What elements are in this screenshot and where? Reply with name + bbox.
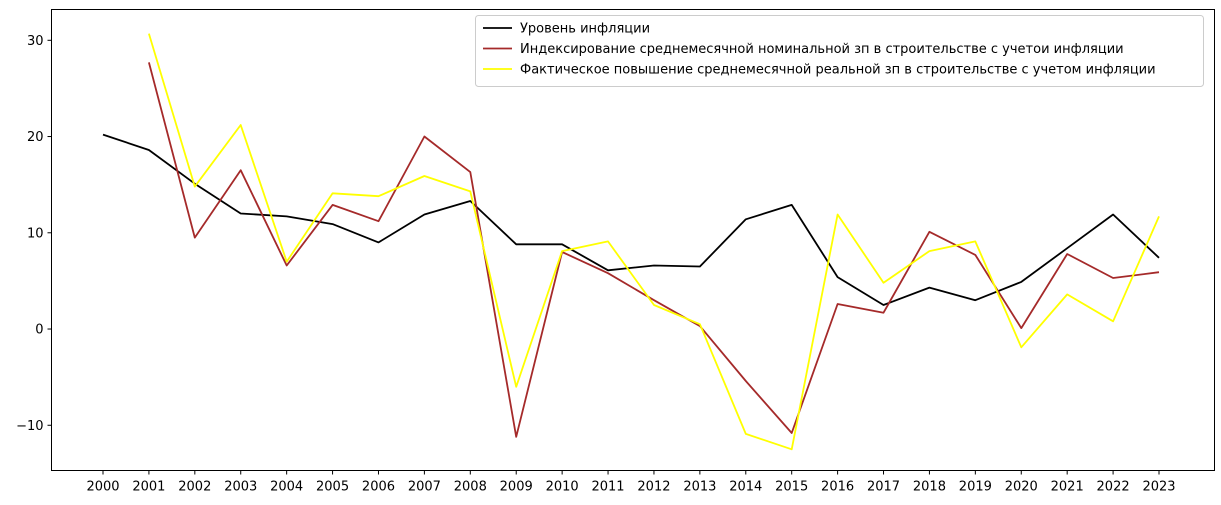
x-tick-label: 2001	[132, 480, 165, 495]
y-tick-label: 10	[27, 226, 44, 241]
x-tick-label: 2005	[316, 480, 349, 495]
x-tick-label: 2011	[591, 480, 624, 495]
series-lines	[102, 33, 1160, 451]
legend-label-3: Фактическое повышение среднемесячной реа…	[520, 63, 1156, 78]
x-tick-label: 2015	[775, 480, 808, 495]
x-tick-label: 2006	[362, 480, 395, 495]
y-tick-label: 0	[35, 323, 43, 338]
plot-frame	[51, 9, 1215, 471]
x-tick-label: 2022	[1097, 480, 1130, 495]
series-line-1	[102, 133, 1160, 306]
x-tick-label: 2010	[546, 480, 579, 495]
x-tick-label: 2009	[500, 480, 533, 495]
x-tick-label: 2002	[178, 480, 211, 495]
x-tick-label: 2017	[867, 480, 900, 495]
x-tick-label: 2004	[270, 480, 303, 495]
x-tick-label: 2023	[1142, 480, 1175, 495]
series-line-3	[148, 33, 1160, 451]
x-tick-label: 2008	[454, 480, 487, 495]
y-tick-label: −10	[16, 419, 43, 434]
x-tick-label: 2021	[1051, 480, 1084, 495]
x-axis: 2000 2001 2002 2003 2004 2005 2006 2007 2008 2009…	[86, 470, 1176, 495]
x-tick-label: 2000	[86, 480, 119, 495]
x-tick-label: 2003	[224, 480, 257, 495]
x-tick-label: 2018	[913, 480, 946, 495]
x-tick-label: 2020	[1005, 480, 1038, 495]
series-line-2	[148, 62, 1160, 438]
x-tick-label: 2014	[729, 480, 762, 495]
legend-box	[475, 15, 1204, 87]
x-tick-label: 2012	[637, 480, 670, 495]
x-tick-label: 2019	[959, 480, 992, 495]
legend-label-2: Индексирование среднемесячной номинально…	[520, 42, 1124, 57]
x-tick-label: 2016	[821, 480, 854, 495]
y-tick-label: 30	[27, 34, 44, 49]
y-tick-label: 20	[27, 130, 44, 145]
x-tick-label: 2007	[408, 480, 441, 495]
x-tick-label: 2013	[683, 480, 716, 495]
y-axis: −10 0 10 20 30	[16, 34, 52, 434]
legend: Уровень инфляции Индексирование среднемес…	[475, 15, 1204, 87]
legend-label-1: Уровень инфляции	[520, 22, 650, 37]
